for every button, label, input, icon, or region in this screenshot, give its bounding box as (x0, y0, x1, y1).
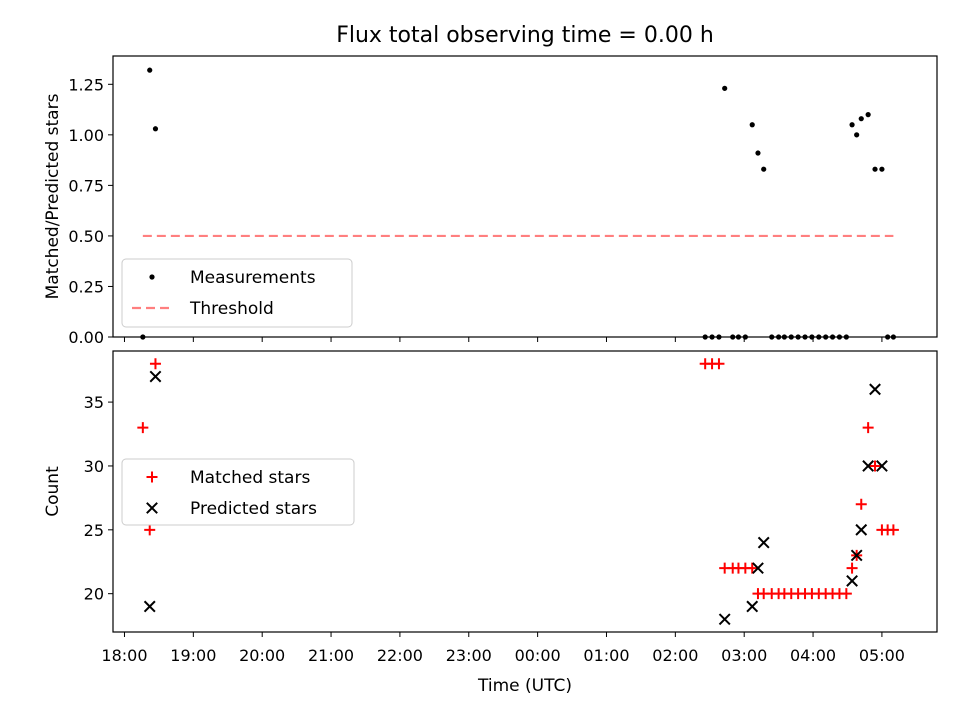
x-tick-label: 18:00 (101, 646, 147, 665)
y-tick-label: 35 (84, 393, 104, 412)
y-tick-label: 20 (84, 585, 104, 604)
x-tick-label: 05:00 (859, 646, 905, 665)
y-tick-label: 30 (84, 457, 104, 476)
x-tick-label: 23:00 (446, 646, 492, 665)
y-axis-label: Count (43, 466, 63, 517)
matched-star-point (862, 422, 874, 434)
matched-star-point (713, 358, 725, 370)
y-tick-label: 0.00 (68, 328, 104, 347)
measurement-point (755, 150, 761, 156)
y-tick-label: 25 (84, 521, 104, 540)
predicted-star-point (746, 600, 759, 613)
predicted-star-point (862, 460, 875, 472)
matched-star-point (887, 524, 899, 536)
legend-swatch (146, 502, 158, 514)
predicted-star-point (718, 613, 731, 626)
count-panel: Count 20 25 30 35 18:00 19:00 20:00 21:00 22:00 23… (43, 350, 938, 696)
matched-star-point (869, 460, 881, 472)
measurement-point (749, 122, 755, 128)
matched-star-point (149, 358, 161, 370)
y-tick-label: 1.25 (68, 75, 104, 94)
legend-label: Matched stars (190, 468, 310, 488)
predicted-star-point (752, 562, 764, 575)
legend-swatch (146, 471, 158, 483)
legend-box (121, 458, 355, 526)
measurement-point (152, 126, 159, 132)
predicted-star-point (143, 600, 156, 613)
matched-star-point (846, 562, 858, 574)
x-tick-label: 21:00 (308, 646, 354, 665)
legend-box (121, 258, 353, 328)
predicted-star-point (846, 575, 858, 587)
predicted-star-point (757, 536, 770, 549)
measurement-point (849, 122, 855, 128)
x-tick-label: 19:00 (170, 646, 216, 665)
predicted-star-point (876, 460, 888, 472)
legend-label: Predicted stars (190, 499, 317, 519)
y-tick-label: 1.00 (68, 126, 104, 145)
measurement-point (854, 132, 860, 138)
matched-star-point (855, 498, 867, 510)
plot-frame (112, 350, 938, 633)
chart-title: Flux total observing time = 0.00 h (336, 23, 714, 48)
x-axis-label: Time (UTC) (477, 676, 572, 696)
x-tick-label: 20:00 (239, 646, 285, 665)
matched-star-point (840, 588, 852, 600)
y-axis-label: Matched/Predicted stars (43, 93, 63, 299)
matched-star-point (144, 524, 156, 536)
legend-label: Measurements (190, 268, 316, 288)
measurement-point (858, 116, 864, 122)
legend-swatch (149, 274, 155, 280)
legend-label: Threshold (189, 299, 274, 319)
matched-star-point (137, 422, 149, 434)
measurement-point (879, 166, 885, 172)
measurement-point (872, 166, 878, 172)
y-tick-label: 0.50 (68, 227, 104, 246)
plot-frame (112, 55, 938, 338)
measurement-point (147, 67, 153, 73)
x-tick-label: 01:00 (583, 646, 629, 665)
matched-star-point (746, 562, 758, 574)
predicted-star-point (869, 383, 881, 396)
x-tick-label: 02:00 (652, 646, 698, 665)
y-tick-label: 0.75 (68, 176, 104, 195)
predicted-star-point (850, 549, 863, 562)
ratio-panel: Matched/Predicted stars 0.00 0.25 0.50 0.75 1… (43, 55, 938, 347)
measurement-point (722, 85, 728, 91)
x-tick-label: 22:00 (377, 646, 423, 665)
predicted-star-point (149, 370, 162, 383)
y-tick-label: 0.25 (68, 277, 104, 296)
x-tick-label: 00:00 (515, 646, 561, 665)
measurement-point (761, 166, 767, 172)
x-tick-label: 03:00 (721, 646, 767, 665)
x-tick-label: 04:00 (790, 646, 836, 665)
measurement-point (865, 112, 871, 118)
predicted-star-point (855, 523, 868, 536)
